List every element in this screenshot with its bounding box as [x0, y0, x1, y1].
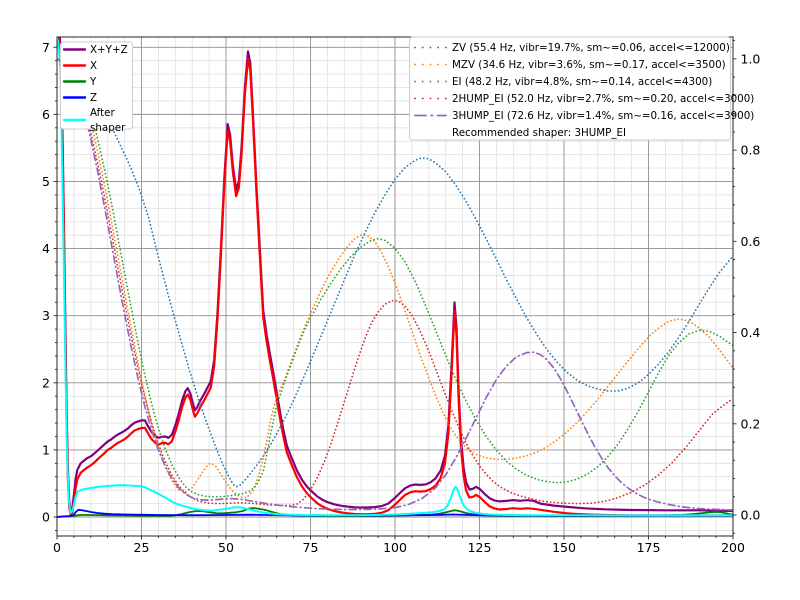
legend-right: ZV (55.4 Hz, vibr=19.7%, sm~=0.06, accel… [409, 36, 754, 141]
y-right-tick-label: 0.0 [741, 508, 761, 523]
axis-ticks [53, 40, 737, 540]
series-3hump_ei [57, 58, 733, 511]
tick-labels: 0 25 50 75 100 125 150 175 200 0 1 2 3 4 5 6 7 0.0 0.2 0.4 0… [42, 40, 760, 555]
x-tick-label: 50 [218, 540, 234, 555]
legend-left-label: After [90, 107, 115, 119]
legend-left-label: shaper [90, 122, 126, 134]
y-right-tick-label: 0.6 [741, 234, 761, 249]
y-right-tick-label: 1.0 [741, 51, 761, 66]
x-tick-label: 175 [637, 540, 661, 555]
y-left-tick-label: 4 [42, 241, 50, 256]
y-left-tick-label: 5 [42, 174, 50, 189]
legend-right-label: 2HUMP_EI (52.0 Hz, vibr=2.7%, sm~=0.20, … [452, 93, 754, 105]
grid-major [56, 37, 734, 536]
y-left-tick-label: 7 [42, 40, 50, 55]
legend-right-label: ZV (55.4 Hz, vibr=19.7%, sm~=0.06, accel… [452, 42, 730, 54]
series-after [57, 39, 733, 517]
legend-left-label: X [90, 60, 97, 72]
legend-right-label: EI (48.2 Hz, vibr=4.8%, sm~=0.14, accel<… [452, 76, 712, 88]
y-right-tick-label: 0.2 [741, 416, 761, 431]
x-tick-label: 0 [53, 540, 61, 555]
legend-left-label: Z [90, 92, 97, 104]
x-tick-label: 100 [383, 540, 407, 555]
legend-left-label: Y [89, 76, 97, 88]
legend-right-label: 3HUMP_EI (72.6 Hz, vibr=1.4%, sm~=0.16, … [452, 110, 754, 122]
y-left-tick-label: 2 [42, 375, 50, 390]
y-left-tick-label: 6 [42, 107, 50, 122]
series-zv [57, 58, 733, 488]
y-left-tick-label: 0 [42, 510, 50, 525]
legend-left: X+Y+Z XYZ After shaper [60, 41, 133, 134]
legend-recommended-shaper: Recommended shaper: 3HUMP_EI [452, 127, 626, 139]
x-tick-label: 125 [468, 540, 492, 555]
x-tick-label: 150 [552, 540, 576, 555]
legend-left-label: X+Y+Z [90, 44, 128, 56]
y-right-tick-label: 0.8 [741, 143, 761, 158]
legend-right-label: MZV (34.6 Hz, vibr=3.6%, sm~=0.17, accel… [452, 59, 726, 71]
y-left-tick-label: 1 [42, 442, 50, 457]
y-right-tick-label: 0.4 [741, 325, 761, 340]
x-tick-label: 200 [721, 540, 745, 555]
series-mzv [57, 58, 733, 499]
series-x [57, 37, 733, 517]
series-ei [57, 58, 733, 498]
y-left-tick-label: 3 [42, 308, 50, 323]
x-tick-label: 75 [303, 540, 319, 555]
series-2hump_ei [57, 58, 733, 507]
x-tick-label: 25 [134, 540, 150, 555]
series-plot [57, 37, 733, 518]
